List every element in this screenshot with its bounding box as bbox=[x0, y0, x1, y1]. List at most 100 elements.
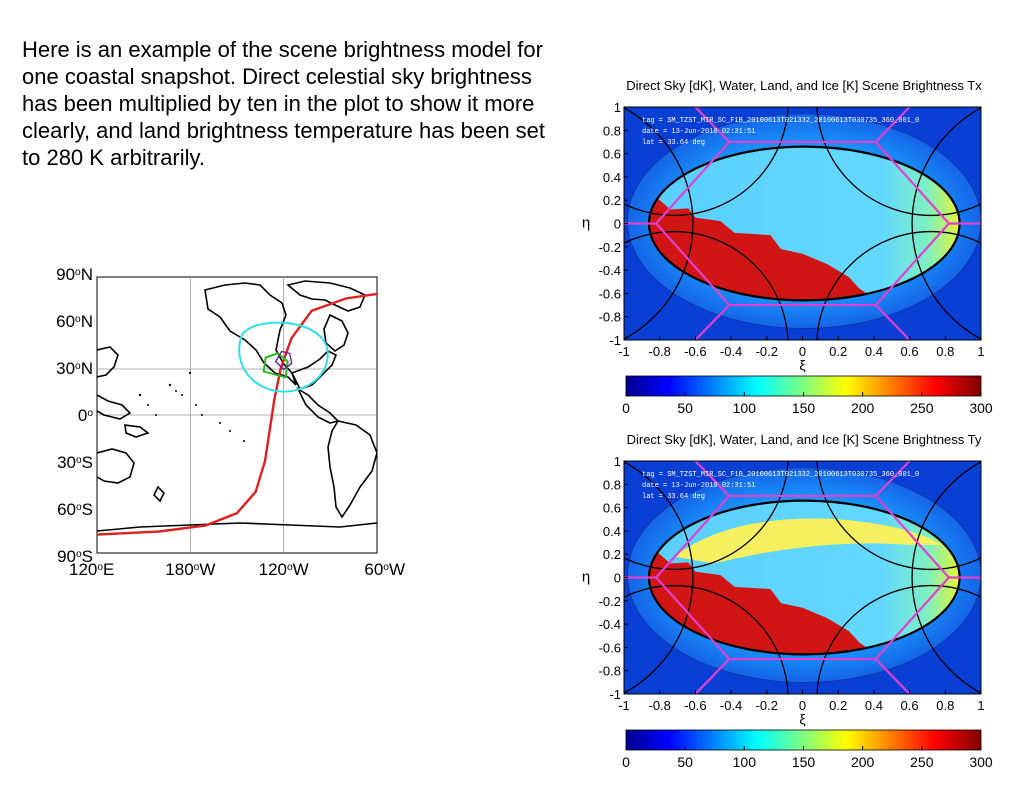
y-tick-label: -0.2 bbox=[599, 240, 621, 255]
colorbar-tick-label: 100 bbox=[733, 754, 757, 768]
map-lat-label: 90oN bbox=[56, 265, 93, 284]
map-lon-label: 180oW bbox=[165, 560, 215, 579]
colorbar-tick-label: 200 bbox=[851, 754, 875, 768]
y-tick-label: 0.8 bbox=[603, 477, 621, 492]
y-tick-label: 0.8 bbox=[603, 123, 621, 138]
colorbar-tick-label: 50 bbox=[677, 400, 693, 416]
alias-circle bbox=[816, 584, 981, 694]
map-lat-label-degree: o bbox=[76, 549, 82, 560]
fov-hexagon-group bbox=[624, 461, 981, 694]
x-tick-label: -0.8 bbox=[648, 344, 670, 359]
footprint-hexagon bbox=[274, 350, 293, 371]
x-tick-label: 0 bbox=[799, 698, 806, 713]
plot-title: Direct Sky [dK], Water, Land, and Ice [K… bbox=[627, 432, 982, 447]
x-tick-label: 0.6 bbox=[901, 698, 919, 713]
map-lon-label-degree: o bbox=[287, 562, 293, 573]
y-tick-label: 0.2 bbox=[603, 547, 621, 562]
y-tick-label: 0.2 bbox=[603, 193, 621, 208]
map-lon-label-value: 120 bbox=[259, 560, 287, 579]
x-tick-label: -0.6 bbox=[684, 344, 706, 359]
map-lat-label-degree: o bbox=[75, 267, 81, 278]
description-text: Here is an example of the scene brightne… bbox=[22, 37, 546, 170]
x-tick-label: 0.8 bbox=[936, 698, 954, 713]
alias-circle bbox=[624, 461, 694, 694]
x-tick-label: -0.2 bbox=[756, 344, 778, 359]
y-tick-label: 0 bbox=[614, 571, 621, 586]
map-lat-label-value: 30 bbox=[57, 453, 76, 472]
map-lat-label-degree: o bbox=[87, 408, 93, 419]
map-lat-label-value: 30 bbox=[56, 359, 75, 378]
alias-circle bbox=[911, 461, 981, 694]
x-tick-label: -0.2 bbox=[756, 698, 778, 713]
map-lat-label-value: 60 bbox=[56, 312, 75, 331]
y-tick-label: -0.2 bbox=[599, 594, 621, 609]
map-lat-label-hemisphere: N bbox=[81, 265, 93, 284]
x-tick-label: -1 bbox=[618, 344, 630, 359]
brightness-panel-tx: Direct Sky [dK], Water, Land, and Ice [K… bbox=[576, 72, 1016, 452]
y-tick-label: 1 bbox=[614, 100, 621, 115]
y-tick-label: -0.8 bbox=[599, 664, 621, 679]
x-tick-label: 0.6 bbox=[901, 344, 919, 359]
alias-circle bbox=[816, 107, 981, 217]
map-lon-label-value: 180 bbox=[165, 560, 193, 579]
map-coastlines bbox=[97, 280, 377, 532]
fov-hexagon-group bbox=[624, 107, 981, 340]
world-map: 90oN 60oN 30oN 0o 30oS 60oS 90oS 120oE 180oW 120… bbox=[30, 255, 420, 585]
colorbar-tick-label: 150 bbox=[792, 754, 816, 768]
y-axis-label: η bbox=[582, 215, 590, 232]
map-islands bbox=[138, 371, 245, 442]
alias-circle bbox=[624, 461, 789, 571]
metadata-line: lat = 33.64 deg bbox=[642, 493, 705, 501]
metadata-line: tag = SM_TZST_MIR_SC_F1B_20100613T021332… bbox=[642, 117, 919, 125]
x-tick-label: -0.8 bbox=[648, 698, 670, 713]
map-lat-label: 60oS bbox=[57, 500, 93, 519]
map-lon-label: 120oE bbox=[69, 560, 114, 579]
x-tick-label: -0.4 bbox=[720, 344, 742, 359]
map-lat-label-degree: o bbox=[76, 455, 82, 466]
alias-circle bbox=[911, 107, 981, 340]
map-lat-label-degree: o bbox=[76, 502, 82, 513]
colorbar-tick-label: 0 bbox=[622, 754, 630, 768]
colorbar-tick-label: 100 bbox=[733, 400, 757, 416]
colorbar-tick-label: 250 bbox=[910, 400, 934, 416]
map-lon-label-hemisphere: W bbox=[199, 560, 215, 579]
y-tick-label: 0.6 bbox=[603, 501, 621, 516]
map-lat-label: 90oS bbox=[57, 547, 93, 566]
y-tick-label: -1 bbox=[609, 333, 621, 348]
map-lat-label-value: 60 bbox=[57, 500, 76, 519]
map-lon-label-degree: o bbox=[383, 562, 389, 573]
metadata-line: date = 13-Jun-2010 02:31:51 bbox=[642, 128, 755, 136]
colorbar-tick-label: 150 bbox=[792, 400, 816, 416]
map-lat-label-value: 90 bbox=[57, 547, 76, 566]
y-tick-label: -0.4 bbox=[599, 263, 621, 278]
y-tick-label: 0.4 bbox=[603, 524, 621, 539]
colorbar-tick-label: 250 bbox=[910, 754, 934, 768]
y-tick-label: 0 bbox=[614, 217, 621, 232]
y-tick-label: -0.4 bbox=[599, 617, 621, 632]
x-tick-label: -1 bbox=[618, 698, 630, 713]
footprint-swath bbox=[262, 352, 289, 379]
metadata-line: date = 13-Jun-2010 02:31:51 bbox=[642, 482, 755, 490]
alias-circle bbox=[624, 107, 789, 217]
brightness-panel-ty: Direct Sky [dK], Water, Land, and Ice [K… bbox=[576, 426, 1016, 806]
map-lon-label-hemisphere: E bbox=[103, 560, 114, 579]
map-lon-label: 120oW bbox=[259, 560, 309, 579]
fov-hexagon bbox=[654, 494, 951, 661]
x-tick-label: 0.4 bbox=[865, 344, 883, 359]
y-tick-label: -1 bbox=[609, 687, 621, 702]
map-lat-label: 0o bbox=[78, 406, 93, 425]
x-tick-label: -0.6 bbox=[684, 698, 706, 713]
x-tick-label: 0.8 bbox=[936, 344, 954, 359]
y-axis-label: η bbox=[582, 569, 590, 586]
footprint-outline bbox=[238, 321, 329, 393]
map-lon-label-hemisphere: W bbox=[389, 560, 405, 579]
brightness-tx-svg: Direct Sky [dK], Water, Land, and Ice [K… bbox=[582, 78, 993, 416]
sky-horizon bbox=[627, 467, 981, 683]
map-lat-label-hemisphere: S bbox=[82, 500, 93, 519]
map-lat-label: 30oS bbox=[57, 453, 93, 472]
fov-hexagon-spokes bbox=[624, 461, 981, 694]
y-tick-label: 0.4 bbox=[603, 170, 621, 185]
x-tick-label: 0 bbox=[799, 344, 806, 359]
